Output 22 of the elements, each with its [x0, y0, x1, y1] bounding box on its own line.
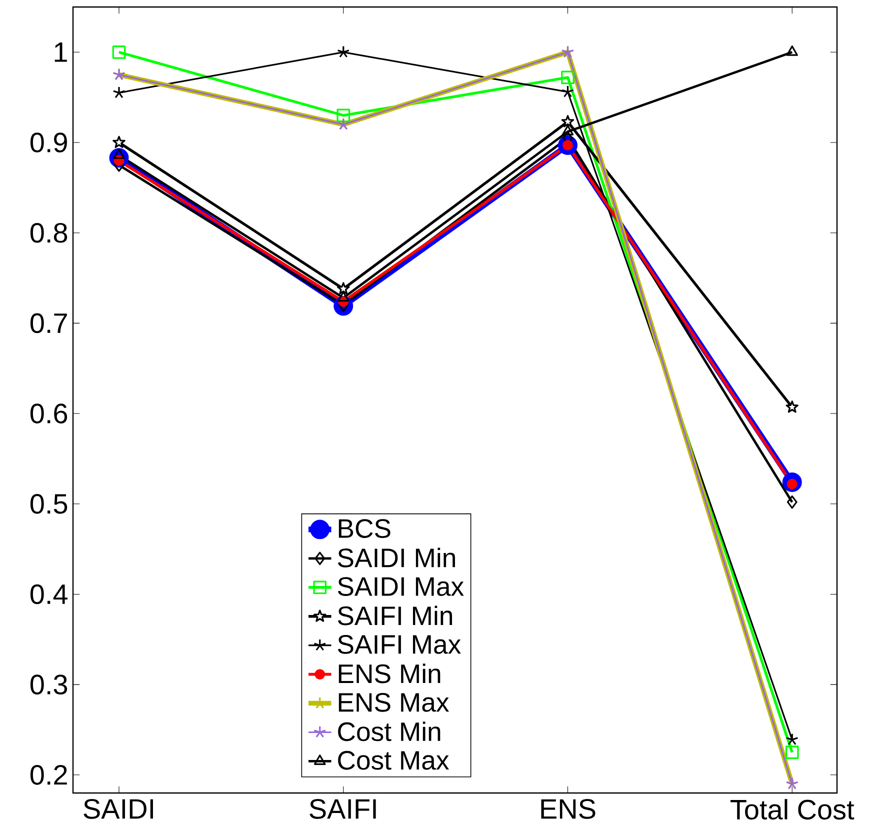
y-tick-label: 0.9	[30, 132, 67, 152]
x-tick-label: Total Cost	[730, 799, 854, 820]
x-tick-label: SAIFI	[310, 799, 376, 819]
y-tick-label: 1	[54, 42, 67, 62]
legend-label: SAIFI Max	[338, 635, 461, 654]
legend-label: SAIFI Min	[338, 606, 452, 626]
y-tick-label: 0.4	[30, 584, 68, 604]
legend-label: ENS Min	[338, 664, 440, 684]
legend-label: SAIDI Max	[338, 577, 464, 596]
x-tick-label: ENS	[541, 799, 596, 819]
legend-label: SAIDI Min	[338, 548, 455, 568]
y-tick-label: 0.7	[30, 313, 67, 334]
legend-label: ENS Max	[338, 692, 450, 712]
y-tick-label: 0.3	[30, 674, 68, 694]
y-tick-label: 0.6	[30, 404, 68, 424]
y-tick-label: 0.5	[30, 494, 68, 514]
legend-label: Cost Min	[338, 722, 440, 742]
y-tick-label: 0.8	[30, 222, 68, 243]
y-tick-label: 0.2	[30, 765, 67, 785]
legend-label: Cost Max	[338, 750, 450, 770]
legend-label: BCS	[338, 519, 390, 538]
x-tick-label: SAIDI	[84, 799, 153, 819]
